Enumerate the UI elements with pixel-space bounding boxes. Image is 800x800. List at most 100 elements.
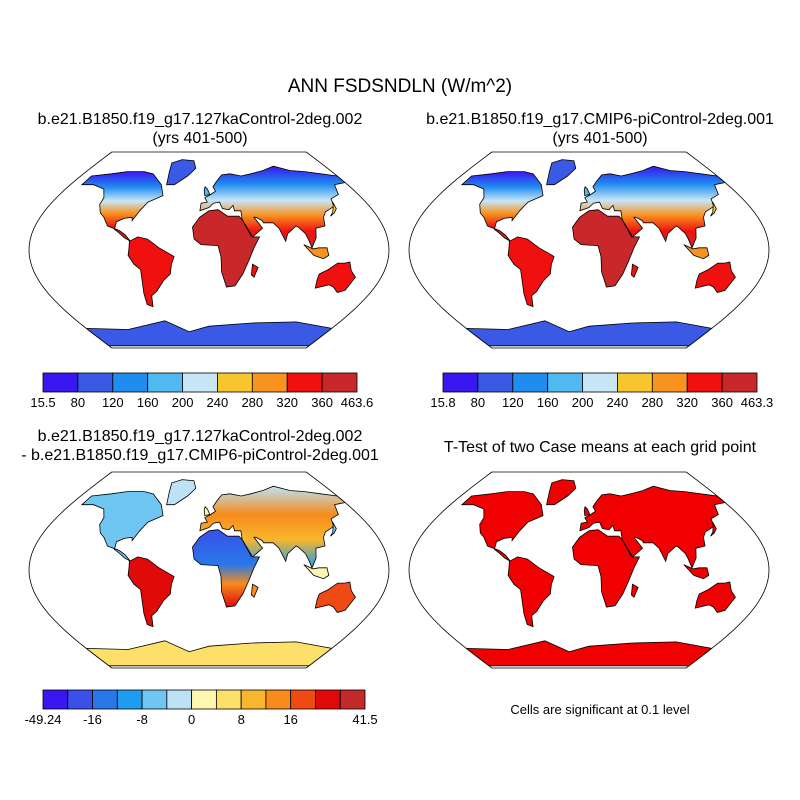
land-greenland <box>546 479 577 506</box>
colorbar-box <box>321 372 358 393</box>
colorbar-box <box>290 689 316 710</box>
land-uk <box>583 186 591 197</box>
colorbar-box <box>339 689 366 710</box>
colorbar-label: 320 <box>276 395 298 410</box>
colorbar-label: 15.5 <box>30 395 55 410</box>
colorbar-label: 463.3 <box>741 395 774 410</box>
figure-title: ANN FSDSNDLN (W/m^2) <box>287 76 513 97</box>
land-australia <box>694 581 736 613</box>
land-eurasia <box>579 165 726 249</box>
colorbar-3: -49.24 -16 -8 0 8 16 41.5 <box>25 689 378 727</box>
land-japan <box>710 521 717 537</box>
diff-title-line1: b.e21.B1850.f19_g17.127kaControl-2deg.00… <box>37 428 363 445</box>
land-namerica <box>460 491 544 562</box>
land-australia <box>694 261 736 293</box>
colorbar-box <box>265 689 292 710</box>
colorbar-label: 240 <box>207 395 229 410</box>
colorbar-box <box>315 689 341 710</box>
case1-title: b.e21.B1850.f19_g17.127kaControl-2deg.00… <box>0 110 400 148</box>
colorbar-box <box>582 372 618 393</box>
significance-note: Cells are significant at 0.1 level <box>510 702 690 717</box>
colorbar-box <box>141 689 168 710</box>
colorbar-box <box>182 372 218 393</box>
land-greenland <box>166 159 197 186</box>
colorbar-label: 8 <box>238 712 245 727</box>
colorbar-box <box>512 372 549 393</box>
land-madagascar <box>630 263 639 278</box>
colorbar-box <box>286 372 323 393</box>
colorbar-label: 360 <box>711 395 733 410</box>
map-panel-2 <box>408 151 770 349</box>
colorbar-label: 240 <box>607 395 629 410</box>
land-madagascar <box>250 583 259 598</box>
colorbar-label: 80 <box>471 395 485 410</box>
colorbar-box <box>67 689 93 710</box>
land-japan <box>330 201 337 217</box>
land-samerica <box>507 556 555 628</box>
land-japan <box>710 201 717 217</box>
map-outline <box>28 151 390 349</box>
colorbar-box <box>477 372 514 393</box>
colorbar-label: 0 <box>188 712 195 727</box>
colorbar-box <box>547 372 583 393</box>
colorbar-box <box>651 372 688 393</box>
colorbar-box <box>42 689 69 710</box>
colorbar-2: 15.8 80 120 160 200 240 280 320 360 463.3 <box>430 372 774 410</box>
colorbar-box <box>166 689 193 710</box>
colorbar-label: -49.24 <box>25 712 62 727</box>
colorbar-label: 16 <box>283 712 297 727</box>
colorbar-label: 360 <box>311 395 333 410</box>
colorbar-box <box>721 372 758 393</box>
land-africa <box>572 529 641 608</box>
land-uk <box>583 506 591 517</box>
colorbar-box <box>112 372 149 393</box>
colorbar-box <box>686 372 723 393</box>
land-greenland <box>546 159 577 186</box>
colorbar-label: -16 <box>83 712 102 727</box>
land-antarctica <box>84 320 333 347</box>
case1-title-line2: (yrs 401-500) <box>152 130 248 147</box>
land-eurasia <box>199 485 346 569</box>
land-africa <box>192 529 261 608</box>
colorbar-box <box>251 372 288 393</box>
land-uk <box>203 506 211 517</box>
land-samerica <box>127 236 175 308</box>
land-japan <box>330 521 337 537</box>
map-outline <box>28 471 390 669</box>
ttest-title: T-Test of two Case means at each grid po… <box>443 439 757 456</box>
land-eurasia <box>199 165 346 249</box>
map-panel-1 <box>28 151 390 349</box>
land-namerica <box>80 491 164 562</box>
case2-title: b.e21.B1850.f19_g17.CMIP6-piControl-2deg… <box>400 110 800 148</box>
land-africa <box>572 209 641 288</box>
colorbar-label: 200 <box>172 395 194 410</box>
land-madagascar <box>250 263 259 278</box>
land-australia <box>314 581 356 613</box>
colorbar-label: 463.6 <box>341 395 374 410</box>
colorbar-label: 41.5 <box>352 712 377 727</box>
map-outline <box>408 471 770 669</box>
land-uk <box>203 186 211 197</box>
colorbar-label: 200 <box>572 395 594 410</box>
colorbar-box <box>147 372 183 393</box>
land-antarctica <box>84 640 333 667</box>
colorbar-label: 120 <box>102 395 124 410</box>
land-indonesia <box>303 244 330 260</box>
land-antarctica <box>464 320 713 347</box>
colorbar-box <box>240 689 267 710</box>
colorbar-box <box>442 372 479 393</box>
colorbar-box <box>215 689 242 710</box>
colorbar-label: 320 <box>676 395 698 410</box>
colorbar-box <box>191 689 217 710</box>
colorbar-label: 160 <box>537 395 559 410</box>
case1-title-line1: b.e21.B1850.f19_g17.127kaControl-2deg.00… <box>37 111 363 128</box>
colorbar-1: 15.5 80 120 160 200 240 280 320 360 463.6 <box>30 372 374 410</box>
land-namerica <box>460 171 544 242</box>
colorbar-label: 15.8 <box>430 395 455 410</box>
case2-title-line2: (yrs 401-500) <box>552 130 648 147</box>
colorbar-label: 120 <box>502 395 524 410</box>
colorbar-label: 160 <box>137 395 159 410</box>
land-greenland <box>166 479 197 506</box>
land-indonesia <box>683 564 710 580</box>
